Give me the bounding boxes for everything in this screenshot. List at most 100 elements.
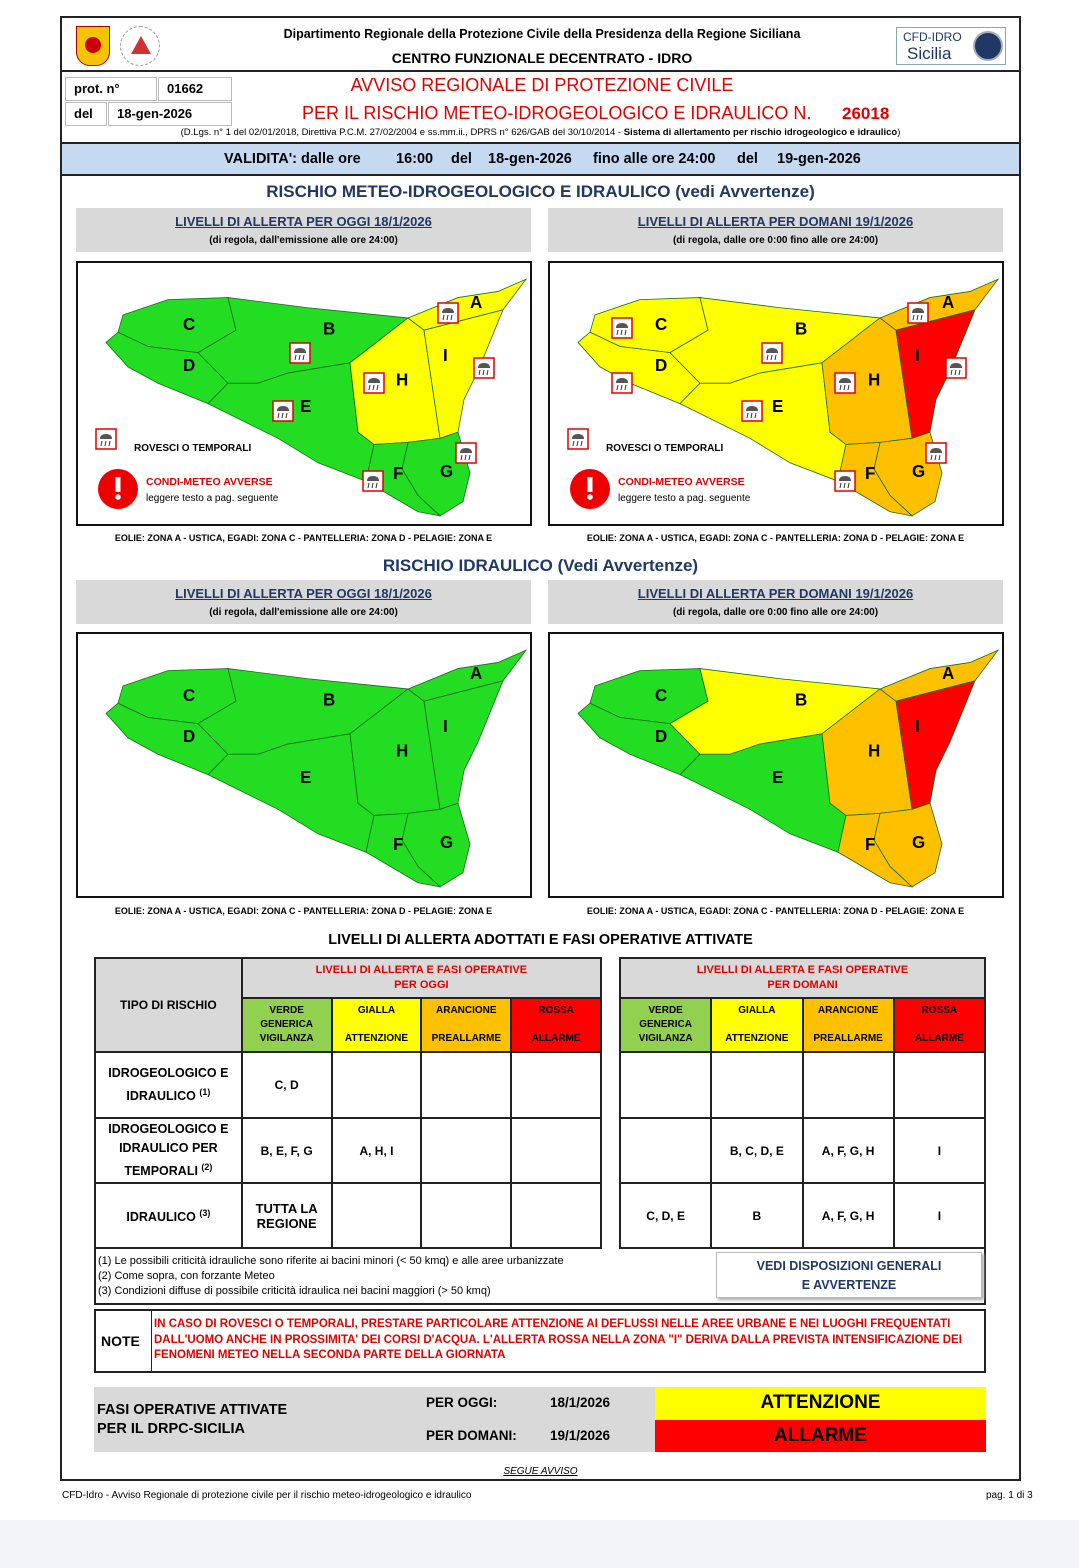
zone-cell: A, F, G, H xyxy=(801,1117,895,1184)
level-name: ARANCIONE xyxy=(817,1005,879,1016)
validity-bar: VALIDITA': dalle ore 16:00 del 18-gen-20… xyxy=(62,142,1019,176)
tomorrow-date: 19/1/2026 xyxy=(550,1428,611,1443)
storm-icon xyxy=(363,372,385,394)
validity-to-date: 19-gen-2026 xyxy=(777,151,861,167)
map-idro-tomorrow: C D B E H A I G F xyxy=(548,632,1004,898)
level-phase: ATTENZIONE xyxy=(725,1033,789,1044)
zone-label: E xyxy=(772,396,783,416)
zone-label: H xyxy=(868,740,880,760)
level-phase: PREALLARME xyxy=(431,1033,502,1044)
risk-type-label: IDROGEOLOGICO E IDRAULICO PER TEMPORALI xyxy=(108,1121,229,1179)
notice-subtitle: PER IL RISCHIO METEO-IDROGEOLOGICO E IDR… xyxy=(302,103,812,123)
centre-name: CENTRO FUNZIONALE DECENTRATO - IDRO xyxy=(391,50,693,66)
today-header: LIVELLI DI ALLERTA E FASI OPERATIVE PER O… xyxy=(240,957,603,999)
zone-label: F xyxy=(393,834,403,854)
zone-label: I xyxy=(915,716,920,736)
zone-cell xyxy=(510,1182,602,1249)
footnote: (3) Condizioni diffuse di possibile crit… xyxy=(98,1285,491,1297)
level-name: GIALLA xyxy=(738,1005,776,1016)
zone-cell: C, D, E xyxy=(618,1182,713,1249)
zone-label: C xyxy=(655,314,667,334)
level-verde: VERDE GENERICA VIGILANZA xyxy=(618,997,713,1053)
warning-icon xyxy=(98,469,138,509)
prot-number: 01662 xyxy=(158,77,232,101)
zone-cell xyxy=(510,1117,602,1184)
footnote: (2) Come sopra, con forzante Meteo xyxy=(98,1270,275,1282)
zone-label: I xyxy=(443,716,448,736)
header-line: PER OGGI xyxy=(394,979,449,991)
notice-number: 26018 xyxy=(842,104,890,123)
date-label: del xyxy=(65,102,107,126)
footnote-ref: (2) xyxy=(201,1161,213,1172)
level-phase: GENERICA VIGILANZA xyxy=(638,1019,693,1044)
footnotes: (1) Le possibili criticità idrauliche so… xyxy=(98,1254,564,1299)
level-name: ROSSA xyxy=(538,1005,574,1016)
validity-from-time: 16:00 xyxy=(396,151,434,167)
zone-cell xyxy=(801,1051,895,1119)
level-phase: ALLARME xyxy=(531,1033,581,1044)
storm-icon xyxy=(834,372,856,394)
header-line: LIVELLI DI ALLERTA E FASI OPERATIVE xyxy=(315,964,528,976)
storm-icon xyxy=(289,342,311,364)
table-row: IDROGEOLOGICO E IDRAULICO PER TEMPORALI … xyxy=(94,1117,602,1184)
validity-del: del xyxy=(737,151,758,167)
zone-cell xyxy=(420,1182,513,1249)
validity-del: del xyxy=(451,151,472,167)
cfd-idro-logo: CFD-IDRO Sicilia xyxy=(896,27,1006,65)
zone-cell: TUTTA LA REGIONE xyxy=(240,1182,333,1249)
zone-label: A xyxy=(470,292,482,312)
storm-icon xyxy=(611,372,633,394)
level-phase: ALLARME xyxy=(914,1033,964,1044)
zone-cell xyxy=(330,1051,423,1119)
zone-label: I xyxy=(443,345,448,365)
level-arancione: ARANCIONE PREALLARME xyxy=(801,997,895,1053)
zone-f xyxy=(365,812,442,888)
zone-cell: I xyxy=(892,1117,987,1184)
zone-label: G xyxy=(912,832,925,852)
refs-bold: Sistema di allertamento per rischio idro… xyxy=(623,127,898,138)
zone-cell: C, D xyxy=(240,1051,333,1119)
zone-label: A xyxy=(470,663,482,683)
see-general-provisions-button[interactable]: VEDI DISPOSIZIONI GENERALI E AVVERTENZE xyxy=(716,1252,982,1298)
phases-label-line: PER IL DRPC-SICILIA xyxy=(97,1421,245,1437)
zone-label: C xyxy=(183,314,195,334)
level-gialla: GIALLA ATTENZIONE xyxy=(710,997,804,1053)
storm-icon xyxy=(611,317,633,339)
storm-icon xyxy=(834,470,856,492)
zone-label: G xyxy=(440,461,453,481)
zone-cell: B, C, D, E xyxy=(710,1117,804,1184)
today-label: PER OGGI: xyxy=(426,1395,498,1410)
validity-label: VALIDITA': dalle ore xyxy=(224,151,361,167)
zone-label: B xyxy=(323,689,335,709)
storm-icon xyxy=(907,302,929,324)
storm-icon xyxy=(925,442,947,464)
zone-label: H xyxy=(868,369,880,389)
legend-storms: ROVESCI O TEMPORALI xyxy=(606,443,724,454)
zone-cell xyxy=(420,1117,513,1184)
zone-label: D xyxy=(655,355,667,375)
level-phase: GENERICA VIGILANZA xyxy=(259,1019,314,1044)
legend-storms: ROVESCI O TEMPORALI xyxy=(134,443,252,454)
page-background xyxy=(0,1520,1079,1568)
button-line: VEDI DISPOSIZIONI GENERALI xyxy=(756,1259,942,1273)
footnote: (1) Le possibili criticità idrauliche so… xyxy=(98,1255,564,1267)
panel-tomorrow-header: LIVELLI DI ALLERTA PER DOMANI 19/1/2026 (… xyxy=(548,208,1003,252)
section-meteo-title: RISCHIO METEO-IDROGEOLOGICO E IDRAULICO … xyxy=(266,182,815,201)
zone-label: A xyxy=(942,663,954,683)
table-title: LIVELLI DI ALLERTA ADOTTATI E FASI OPERA… xyxy=(328,932,753,948)
storm-icon xyxy=(473,357,495,379)
storm-icon xyxy=(437,302,459,324)
map-idro-today: C D B E H A I G F xyxy=(76,632,532,898)
section-idraulico-title: RISCHIO IDRAULICO (Vedi Avvertenze) xyxy=(382,556,699,575)
button-line: E AVVERTENZE xyxy=(801,1278,897,1292)
level-name: VERDE xyxy=(648,1005,683,1016)
header-line: PER DOMANI xyxy=(767,979,838,991)
validity-until: fino alle ore 24:00 xyxy=(593,151,716,167)
footnote-ref: (1) xyxy=(199,1086,211,1097)
risk-type: IDROGEOLOGICO E IDRAULICO (1) xyxy=(94,1051,243,1119)
validity-from-date: 18-gen-2026 xyxy=(488,151,572,167)
panel-title: LIVELLI DI ALLERTA PER OGGI 18/1/2026 xyxy=(175,214,432,229)
tomorrow-label: PER DOMANI: xyxy=(426,1428,517,1443)
department-name: Dipartimento Regionale della Protezione … xyxy=(283,27,801,41)
